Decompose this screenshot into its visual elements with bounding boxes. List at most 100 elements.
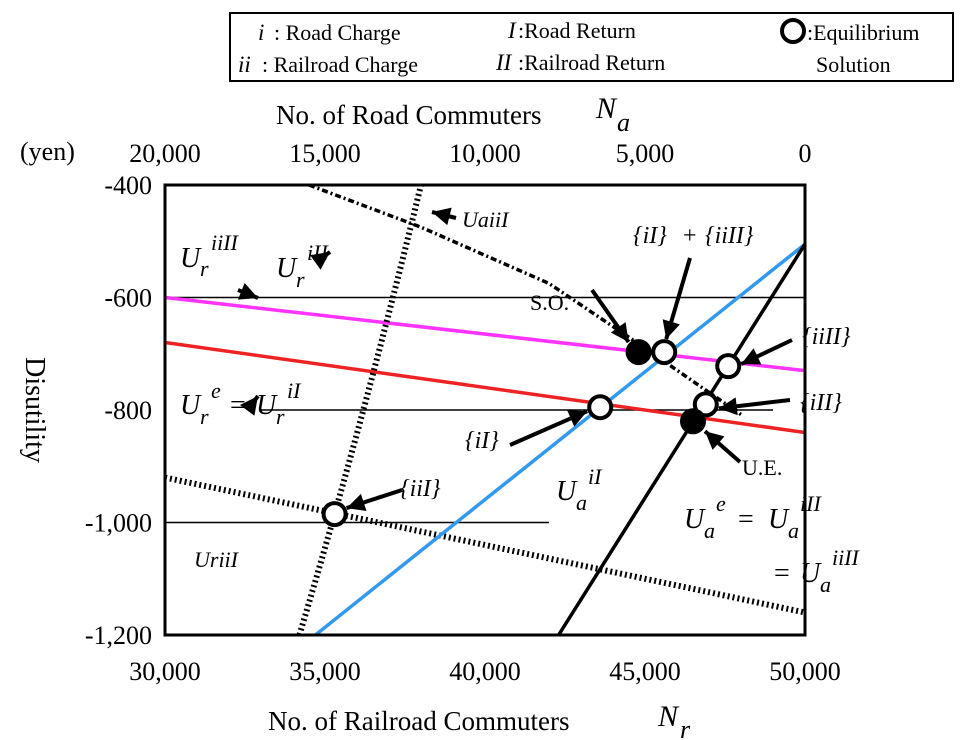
x-tick-label: 30,000 (129, 657, 201, 686)
label-UaiiII-sup: iiII (832, 545, 861, 570)
label-Ur-iiII-sub: r (200, 256, 209, 281)
series-line-0 (165, 295, 805, 373)
label-iII: {iII} (800, 390, 842, 416)
leader-Ure-head (240, 396, 258, 416)
label-iiII: {iiII} (802, 324, 851, 350)
label-Ure-sub: r (200, 404, 209, 429)
legend-ii-symbol: ii (238, 52, 251, 77)
y-axis-title: Disutility (19, 357, 50, 463)
x-tick-label: 35,000 (289, 657, 361, 686)
legend: i : Road Charge ii : Railroad Charge I :… (229, 12, 954, 82)
legend-i-text: : Road Charge (274, 20, 401, 45)
top-axis-symbol: N (595, 92, 618, 125)
filled-equilibrium-point (680, 408, 706, 435)
label-iI: {iI} (465, 428, 499, 454)
label-Ure-sup: e (211, 378, 221, 403)
label-Uae: U (684, 504, 706, 535)
y-unit-label: (yen) (20, 137, 75, 166)
open-equilibrium-point (651, 339, 678, 366)
label-UriI: U (256, 390, 278, 421)
label-so: S.O. (530, 290, 569, 315)
legend-I-text: :Road Return (518, 18, 636, 43)
label-UaiII-sub: a (788, 518, 799, 543)
label-Uae-sup: e (716, 491, 726, 516)
label-UriI-sup: iI (287, 378, 302, 403)
legend-equilibrium-text: :Equilibrium (807, 20, 919, 45)
series-line-3 (314, 242, 805, 635)
label-ue: U.E. (742, 455, 782, 480)
series-line-6 (308, 185, 742, 416)
annotation-labels: S.O. U.E. {iI} + {iiII} {iiII} {iII} {iI… (180, 207, 861, 597)
label-UaiiII-sub: a (820, 572, 831, 597)
x-axis-subscript: r (680, 715, 691, 740)
open-equilibrium-point (321, 501, 348, 528)
x-tick-label: 45,000 (609, 657, 681, 686)
label-Uae-sub: a (704, 518, 715, 543)
x-top-tick-label: 20,000 (129, 139, 201, 168)
label-Ur-iiII: U (180, 243, 202, 274)
label-iI-plus-a: {iI} (633, 223, 667, 249)
equilibrium-points (321, 339, 742, 528)
y-tick-label: -1,200 (85, 621, 152, 650)
label-UaiiI: UaiiI (462, 207, 510, 232)
label-UaiI-sub: a (576, 490, 587, 515)
arrow-iiII-head (741, 348, 762, 365)
top-axis-subscript: a (617, 108, 630, 137)
label-Ure: U (180, 390, 202, 421)
series-line-4 (557, 243, 805, 635)
label-UriiI: UriiI (194, 547, 240, 572)
series-line-2 (165, 474, 805, 616)
label-Ur-iII-sub: r (296, 267, 305, 292)
leader-Ur-iiII-head (237, 282, 258, 300)
legend-I-symbol: I (507, 18, 517, 43)
label-Ure-eq: = (230, 390, 246, 421)
x-top-tick-label: 10,000 (449, 139, 521, 168)
y-tick-label: -800 (104, 396, 152, 425)
label-iiI: {iiI} (400, 476, 441, 502)
label-UaiiII: U (800, 558, 822, 589)
label-UaiiII-eq: = (774, 558, 790, 589)
label-Ur-iiII-sup: iiII (211, 230, 240, 255)
label-UriI-sub: r (276, 404, 285, 429)
x-axis-title: No. of Railroad Commuters (268, 706, 569, 736)
arrow-ue-head (705, 431, 725, 450)
x-tick-label: 50,000 (769, 657, 841, 686)
legend-II-text: :Railroad Return (518, 50, 665, 75)
label-Ur-iII: U (276, 253, 298, 284)
arrow-iI-head (567, 410, 588, 427)
series-lines (165, 185, 805, 635)
arrow-so-head (610, 322, 629, 343)
x-tick-label: 40,000 (449, 657, 521, 686)
filled-equilibrium-point (625, 339, 652, 366)
x-axis-symbol: N (657, 700, 680, 733)
leader-UaiiI-head (432, 207, 452, 226)
label-UaiII-sup: iII (800, 491, 822, 516)
legend-ii-text: : Railroad Charge (262, 52, 418, 77)
top-axis-title: No. of Road Commuters (276, 100, 541, 130)
label-UaiI: U (556, 476, 578, 507)
axis-ticks: 30,000 20,000 35,000 15,000 40,000 10,000 45,0… (85, 139, 841, 686)
leader-Ur-iII-head (310, 252, 330, 270)
label-Uae-eq: = (738, 504, 754, 535)
label-UaiI-sup: iI (588, 464, 603, 489)
y-tick-label: -1,000 (85, 509, 152, 538)
arrow-iII-head (718, 397, 738, 416)
open-equilibrium-point (587, 394, 614, 421)
x-top-tick-label: 0 (799, 139, 812, 168)
label-Ur-iII-sup: iII (307, 240, 329, 265)
open-equilibrium-point (715, 353, 742, 380)
annotation-arrows (237, 207, 793, 512)
legend-equilibrium-icon (780, 18, 806, 44)
label-iI-plus-b: {iiII} (705, 223, 754, 249)
x-top-tick-label: 15,000 (289, 139, 361, 168)
legend-equilibrium-text-2: Solution (816, 52, 891, 77)
label-UaiII: U (768, 504, 790, 535)
arrow-iI-plus-iiII-head (662, 319, 680, 340)
legend-i-symbol: i (258, 20, 264, 45)
arrow-iiI-head (346, 493, 367, 512)
y-tick-label: -600 (104, 284, 152, 313)
legend-box (229, 12, 954, 82)
x-top-tick-label: 5,000 (616, 139, 675, 168)
open-equilibrium-point (692, 391, 719, 418)
